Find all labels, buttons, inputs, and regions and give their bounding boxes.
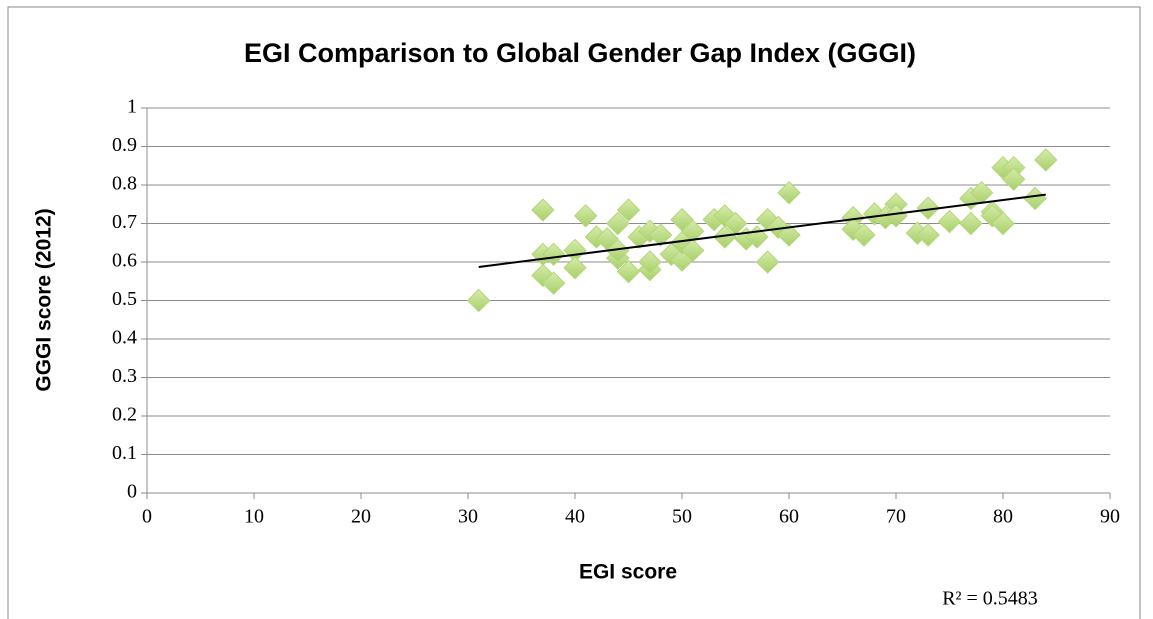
trendline	[478, 193, 1046, 268]
chart-title: EGI Comparison to Global Gender Gap Inde…	[244, 38, 916, 68]
point	[541, 271, 566, 295]
point	[777, 223, 801, 247]
x-tick-label: 10	[244, 506, 264, 528]
point	[531, 198, 555, 222]
point	[777, 180, 801, 205]
r-squared: R² = 0.5483	[942, 588, 1038, 610]
y-tick-label: 0.7	[112, 211, 137, 233]
point	[563, 256, 587, 280]
y-tick-label: 0.5	[112, 288, 137, 310]
x-tick-label: 40	[565, 506, 585, 528]
y-tick-label: 0.3	[112, 365, 137, 387]
point	[713, 225, 737, 249]
point	[616, 198, 641, 222]
point	[916, 223, 940, 247]
y-tick-label: 0.6	[112, 250, 137, 272]
point	[680, 238, 705, 263]
x-tick-label: 20	[351, 506, 371, 528]
point	[616, 259, 641, 284]
point	[638, 250, 662, 274]
x-tick-label: 90	[1100, 506, 1120, 528]
x-tick-label: 0	[142, 506, 152, 528]
x-tick-label: 80	[993, 506, 1013, 528]
y-tick-label: 0	[127, 481, 137, 503]
y-tick-label: 0.4	[112, 327, 137, 349]
point	[466, 288, 491, 313]
point	[606, 238, 630, 263]
x-tick-label: 30	[458, 506, 478, 528]
y-tick-label: 1	[127, 96, 137, 118]
point	[648, 223, 673, 247]
point	[606, 211, 630, 236]
point	[1023, 186, 1047, 211]
point	[916, 196, 940, 220]
y-tick-label: 0.1	[112, 442, 137, 464]
y-tick-label: 0.9	[112, 134, 137, 156]
point	[573, 204, 598, 228]
point	[755, 250, 780, 274]
x-tick-label: 60	[779, 506, 799, 528]
point	[937, 209, 962, 234]
y-axis-title: GGGI score (2012)	[33, 208, 56, 391]
y-tick-label: 0.2	[112, 404, 137, 426]
point	[959, 211, 983, 236]
point	[1034, 148, 1058, 172]
point	[1001, 167, 1026, 191]
x-tick-label: 50	[672, 506, 692, 528]
point	[541, 242, 566, 267]
point	[991, 211, 1015, 236]
frame	[7, 6, 1141, 619]
point	[852, 223, 876, 247]
x-tick-label: 70	[886, 506, 906, 528]
x-axis-title: EGI score	[579, 561, 677, 584]
y-tick-label: 0.8	[112, 173, 137, 195]
